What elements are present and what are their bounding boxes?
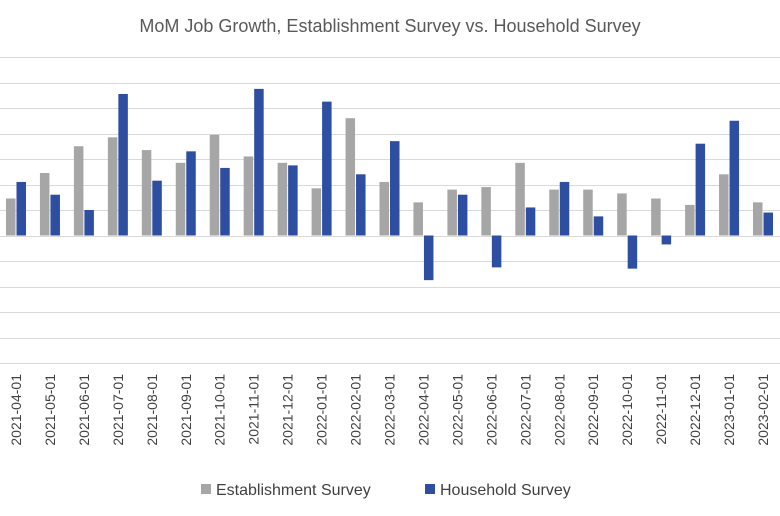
establishment-bar-2022-07-01 [515, 162, 525, 236]
x-tick-label: 2022-09-01 [585, 374, 601, 446]
x-tick-label: 2021-11-01 [246, 374, 262, 445]
household-bar-2022-03-01 [390, 141, 400, 236]
x-tick-label: 2022-03-01 [382, 374, 398, 446]
household-bar-2022-08-01 [559, 181, 570, 236]
x-tick-label: 2021-08-01 [144, 374, 160, 446]
x-tick-label: 2022-08-01 [551, 374, 567, 446]
household-bar-2022-09-01 [593, 216, 604, 236]
legend-label: Household Survey [440, 482, 571, 499]
chart-title: MoM Job Growth, Establishment Survey vs.… [139, 16, 640, 36]
x-tick-label: 2021-04-01 [8, 374, 24, 446]
establishment-bar-2022-03-01 [379, 181, 389, 236]
establishment-bar-2023-01-01 [719, 174, 729, 236]
establishment-bar-2021-08-01 [141, 150, 152, 236]
household-bar-2022-01-01 [322, 101, 332, 236]
household-bar-2022-10-01 [627, 235, 638, 269]
establishment-bar-2021-05-01 [39, 173, 50, 236]
legend-swatch [425, 484, 435, 494]
establishment-bar-2021-10-01 [209, 134, 220, 236]
establishment-bar-2022-09-01 [583, 189, 593, 236]
legend-label: Establishment Survey [216, 482, 371, 499]
x-tick-label: 2022-06-01 [483, 374, 499, 446]
x-tick-label: 2022-10-01 [619, 374, 635, 446]
x-tick-label: 2022-02-01 [348, 374, 364, 446]
x-tick-label: 2021-05-01 [42, 374, 58, 446]
legend-swatch [201, 484, 211, 494]
household-bar-2022-07-01 [525, 207, 536, 236]
bars [6, 88, 773, 281]
household-bar-2022-12-01 [695, 143, 706, 236]
household-bar-2021-11-01 [254, 88, 264, 236]
household-bar-2022-04-01 [423, 235, 434, 281]
establishment-bar-2021-11-01 [243, 156, 254, 236]
household-bar-2021-12-01 [288, 165, 298, 236]
legend: Establishment Survey Household Survey [201, 482, 571, 499]
household-bar-2021-08-01 [152, 180, 162, 236]
establishment-bar-2023-02-01 [753, 202, 763, 236]
establishment-bar-2022-10-01 [617, 193, 627, 236]
establishment-bar-2021-04-01 [6, 198, 16, 236]
x-tick-label: 2021-07-01 [110, 374, 126, 446]
establishment-bar-2022-01-01 [311, 188, 322, 236]
household-bar-2022-11-01 [661, 235, 672, 245]
household-bar-2021-10-01 [220, 167, 230, 236]
x-tick-label: 2023-02-01 [755, 374, 771, 446]
household-bar-2022-06-01 [491, 235, 502, 268]
household-bar-2021-04-01 [16, 181, 26, 236]
establishment-bar-2021-06-01 [73, 146, 84, 236]
establishment-bar-2021-12-01 [277, 162, 288, 236]
x-tick-label: 2022-07-01 [517, 374, 533, 446]
establishment-bar-2021-07-01 [107, 137, 118, 236]
x-tick-labels: 2021-04-01 2021-05-01 2021-06-01 2021-07-01… [8, 374, 771, 446]
gridlines [0, 57, 780, 364]
x-tick-label: 2021-12-01 [280, 374, 296, 446]
household-bar-2023-01-01 [729, 120, 740, 236]
household-bar-2022-02-01 [356, 174, 366, 236]
household-bar-2021-05-01 [50, 194, 60, 236]
household-bar-2023-02-01 [763, 212, 773, 236]
establishment-bar-2022-04-01 [413, 202, 423, 236]
household-bar-2021-06-01 [84, 210, 94, 236]
establishment-bar-2022-02-01 [345, 118, 356, 236]
household-bar-2021-07-01 [118, 93, 128, 236]
establishment-bar-2022-06-01 [481, 187, 491, 236]
x-tick-label: 2022-11-01 [653, 374, 669, 445]
establishment-bar-2022-12-01 [685, 204, 695, 236]
x-tick-label: 2023-01-01 [721, 374, 737, 446]
household-bar-2022-05-01 [457, 194, 468, 236]
x-tick-label: 2021-09-01 [178, 374, 194, 446]
x-tick-label: 2022-12-01 [687, 374, 703, 446]
establishment-bar-2022-08-01 [549, 189, 559, 236]
x-tick-label: 2022-05-01 [449, 374, 465, 446]
household-bar-2021-09-01 [186, 151, 196, 236]
x-tick-label: 2021-06-01 [76, 374, 92, 446]
x-tick-label: 2022-01-01 [314, 374, 330, 446]
establishment-bar-2021-09-01 [175, 162, 186, 236]
establishment-bar-2022-11-01 [651, 198, 661, 236]
x-tick-label: 2021-10-01 [212, 374, 228, 446]
establishment-bar-2022-05-01 [447, 189, 457, 236]
x-tick-label: 2022-04-01 [415, 374, 431, 446]
